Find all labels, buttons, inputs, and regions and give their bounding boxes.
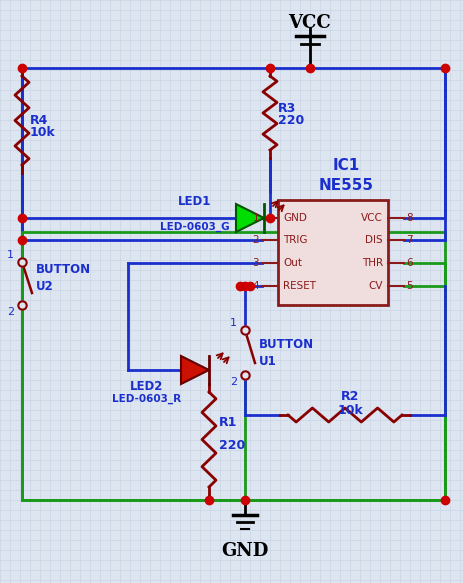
Text: R2: R2 — [341, 391, 359, 403]
Text: BUTTON: BUTTON — [36, 263, 91, 276]
Text: R4: R4 — [30, 114, 48, 127]
Polygon shape — [236, 204, 264, 232]
Text: CV: CV — [369, 281, 383, 291]
Text: 4: 4 — [252, 281, 259, 291]
Text: R3: R3 — [278, 101, 296, 114]
Text: 2: 2 — [252, 235, 259, 245]
Text: 2: 2 — [7, 307, 14, 317]
Text: 1: 1 — [230, 318, 237, 328]
Bar — [278, 200, 388, 305]
Text: R1: R1 — [219, 416, 238, 429]
Text: GND: GND — [283, 213, 307, 223]
Text: 3: 3 — [252, 258, 259, 268]
Text: THR: THR — [362, 258, 383, 268]
Text: 220: 220 — [219, 438, 245, 452]
Text: NE555: NE555 — [319, 178, 374, 193]
Polygon shape — [181, 356, 209, 384]
Text: 6: 6 — [406, 258, 413, 268]
Text: 2: 2 — [230, 377, 237, 387]
Text: U2: U2 — [36, 280, 54, 293]
Text: 10k: 10k — [337, 403, 363, 416]
Text: LED-0603_G: LED-0603_G — [160, 222, 230, 232]
Text: VCC: VCC — [361, 213, 383, 223]
Text: IC1: IC1 — [332, 158, 360, 173]
Text: 8: 8 — [406, 213, 413, 223]
Text: DIS: DIS — [365, 235, 383, 245]
Text: 1: 1 — [252, 213, 259, 223]
Text: BUTTON: BUTTON — [259, 338, 314, 351]
Text: 220: 220 — [278, 114, 304, 128]
Text: GND: GND — [221, 542, 269, 560]
Text: TRIG: TRIG — [283, 235, 307, 245]
Text: 1: 1 — [7, 250, 14, 260]
Text: 7: 7 — [406, 235, 413, 245]
Text: 5: 5 — [406, 281, 413, 291]
Bar — [22, 232, 445, 500]
Text: LED-0603_R: LED-0603_R — [113, 394, 181, 404]
Text: Out: Out — [283, 258, 302, 268]
Text: U1: U1 — [259, 355, 277, 368]
Text: LED1: LED1 — [178, 195, 212, 208]
Text: RESET: RESET — [283, 281, 316, 291]
Text: LED2: LED2 — [130, 380, 164, 393]
Text: 10k: 10k — [30, 127, 56, 139]
Text: VCC: VCC — [288, 14, 332, 32]
